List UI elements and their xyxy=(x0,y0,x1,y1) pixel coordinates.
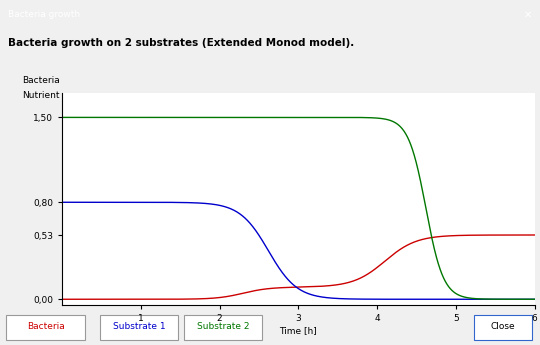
X-axis label: Time [h]: Time [h] xyxy=(280,326,317,335)
FancyBboxPatch shape xyxy=(6,315,85,340)
Text: Bacteria: Bacteria xyxy=(22,76,60,85)
Text: ✕: ✕ xyxy=(524,9,532,19)
FancyBboxPatch shape xyxy=(100,315,178,340)
Text: Bacteria: Bacteria xyxy=(27,322,64,332)
Text: Substrate 1: Substrate 1 xyxy=(113,322,165,332)
FancyBboxPatch shape xyxy=(474,315,532,340)
Text: Substrate 2: Substrate 2 xyxy=(197,322,249,332)
Text: Bacteria growth: Bacteria growth xyxy=(8,10,80,19)
FancyBboxPatch shape xyxy=(184,315,262,340)
Text: Close: Close xyxy=(491,322,516,332)
Text: Bacteria growth on 2 substrates (Extended Monod model).: Bacteria growth on 2 substrates (Extende… xyxy=(8,38,354,48)
Text: Nutrient: Nutrient xyxy=(22,90,59,99)
